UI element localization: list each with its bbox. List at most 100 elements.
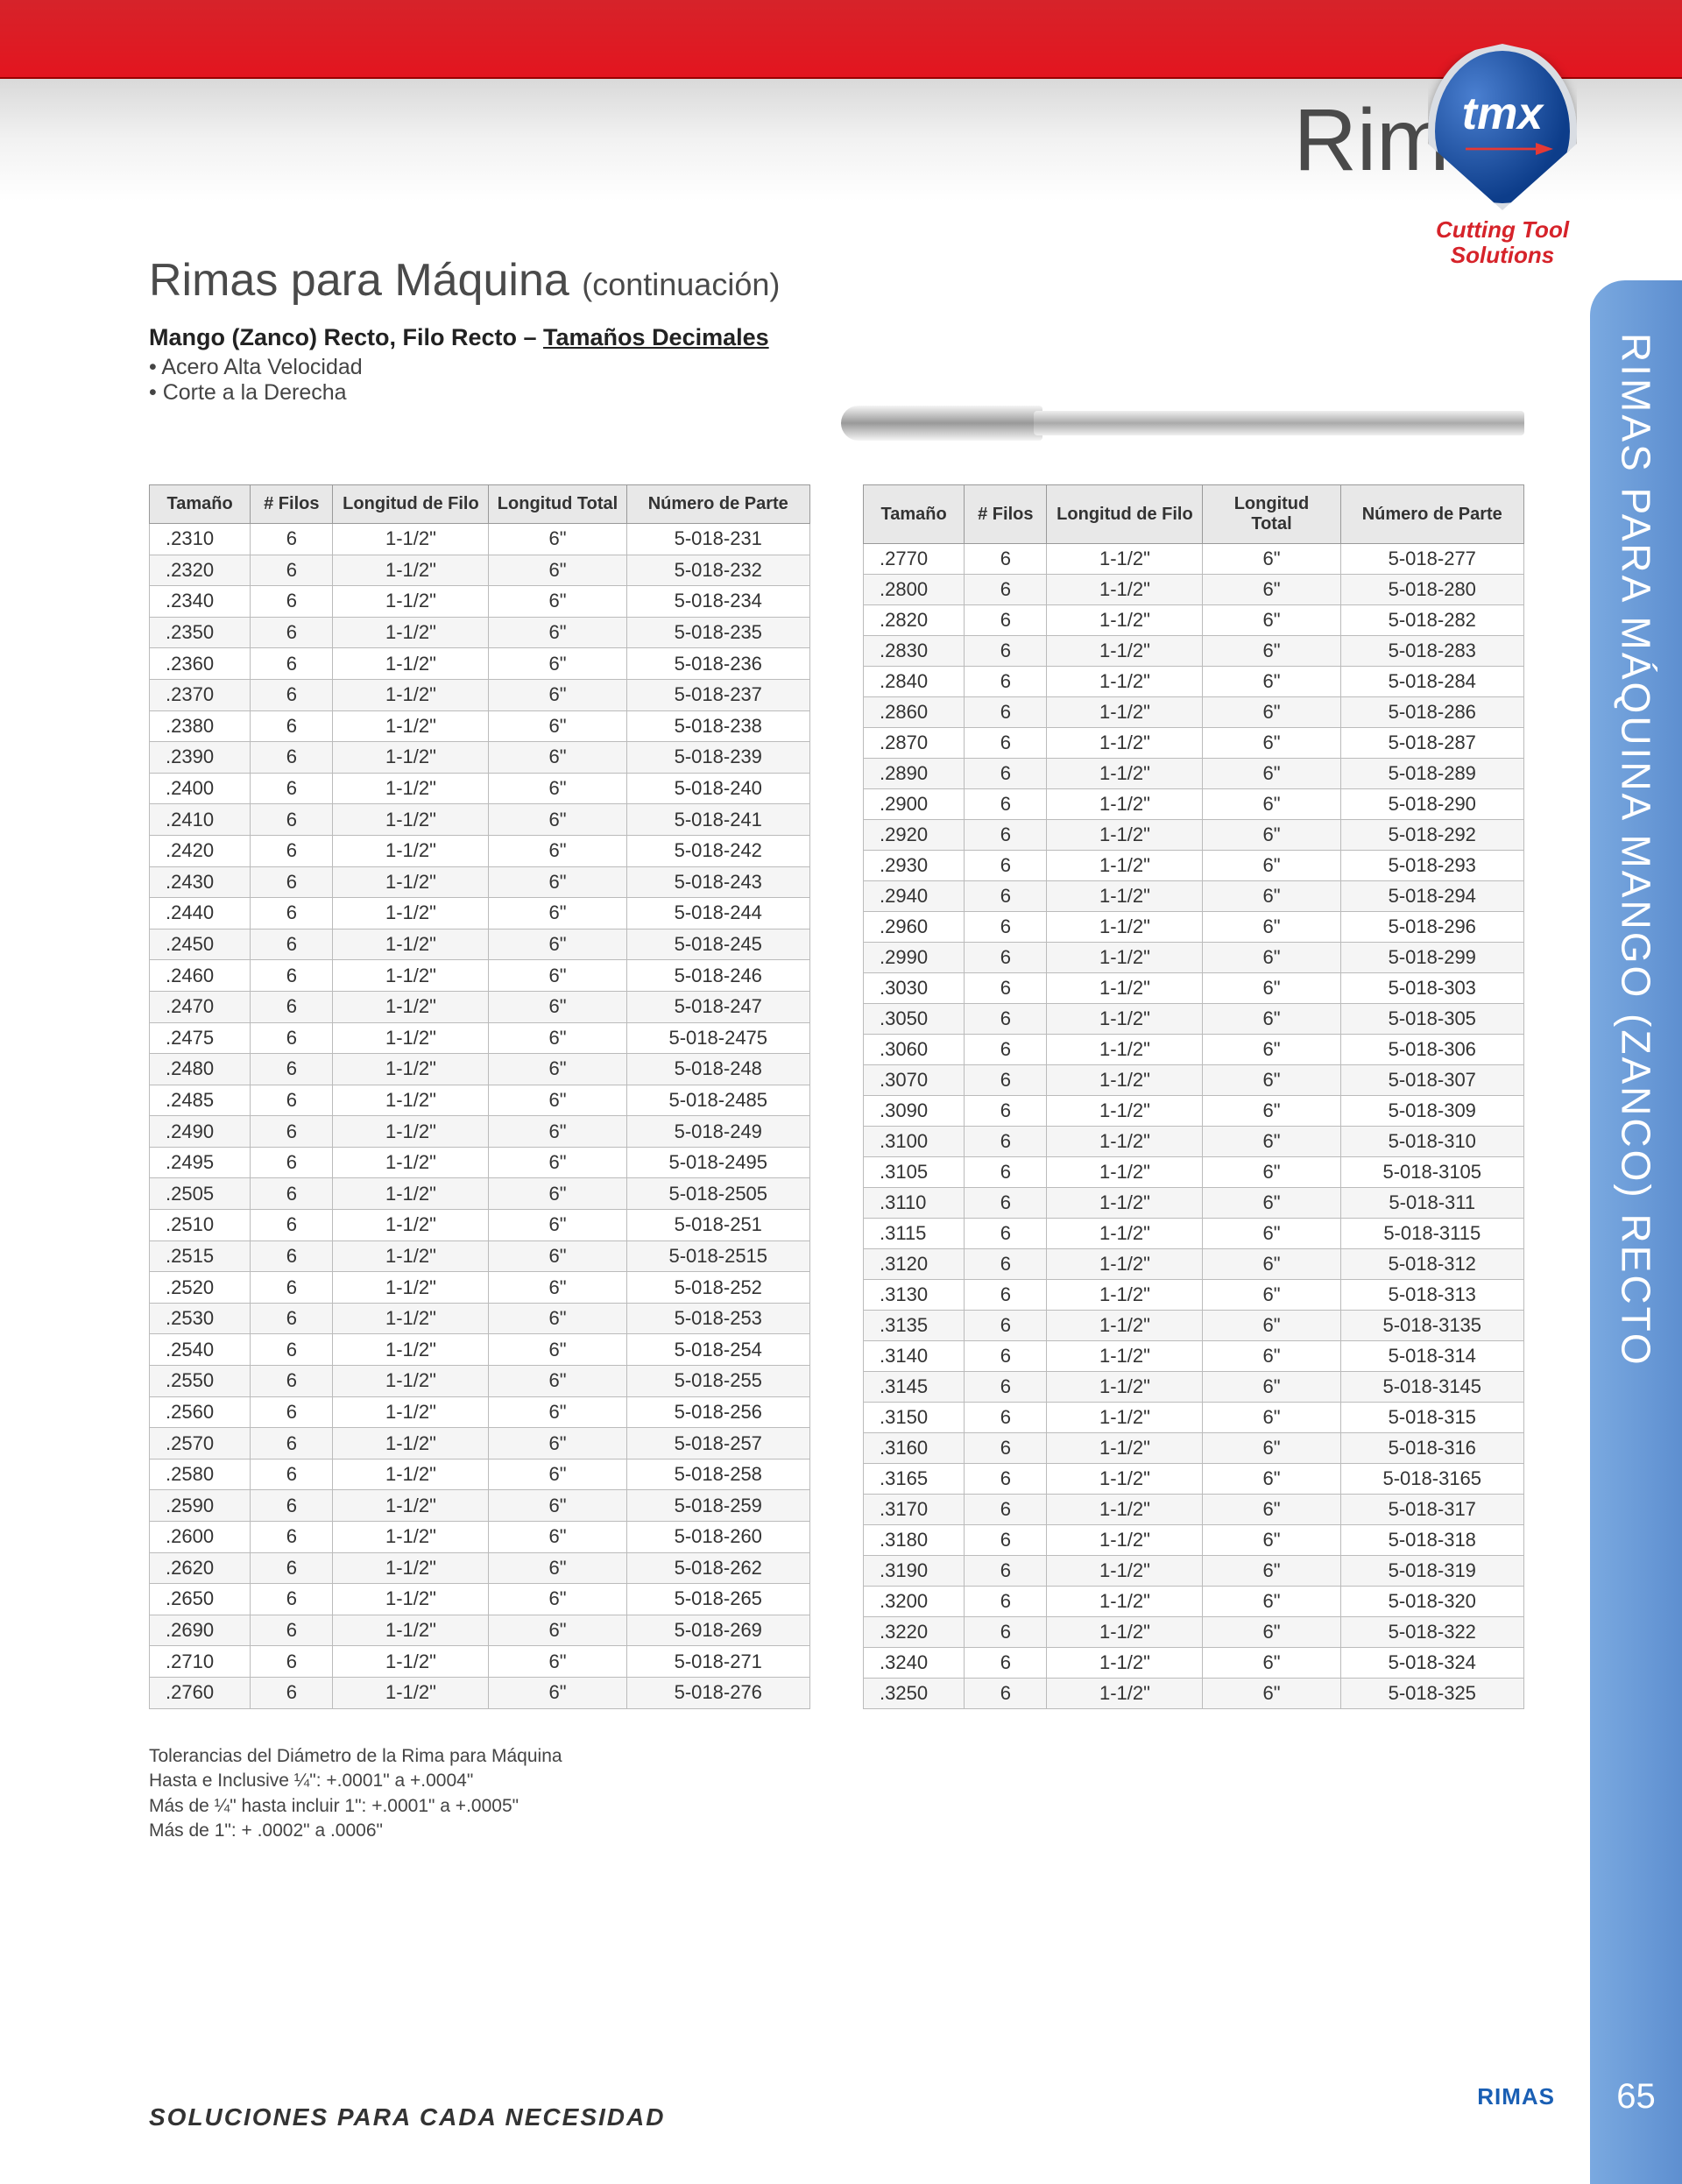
table-cell: 6" [489,1334,626,1366]
table-cell: 6" [489,1428,626,1460]
table-cell: 6 [251,1178,333,1210]
table-cell: 6 [251,648,333,680]
side-tab-label: RIMAS PARA MÁQUINA MANGO (ZANCO) RECTO [1613,333,1660,1368]
table-cell: .3220 [864,1617,965,1648]
table-cell: 6" [489,524,626,555]
table-cell: 1-1/2" [1047,1648,1203,1679]
table-row: .313561-1/2"6"5-018-3135 [864,1311,1524,1341]
table-cell: 5-018-239 [626,742,809,774]
table-cell: 1-1/2" [333,1552,489,1584]
table-cell: 6" [489,960,626,992]
table-row: .276061-1/2"6"5-018-276 [150,1677,810,1708]
table-row: .244061-1/2"6"5-018-244 [150,898,810,929]
table-row: .250561-1/2"6"5-018-2505 [150,1178,810,1210]
table-cell: .2420 [150,835,251,866]
table-cell: 5-018-318 [1340,1525,1523,1556]
table-cell: 1-1/2" [1047,1556,1203,1587]
table-cell: 6" [1203,943,1340,973]
table-cell: .3115 [864,1219,965,1249]
table-cell: 6" [489,648,626,680]
table-cell: 1-1/2" [1047,943,1203,973]
table-cell: 1-1/2" [333,1054,489,1085]
table-cell: 6" [489,804,626,836]
table-row: .322061-1/2"6"5-018-322 [864,1617,1524,1648]
table-cell: 6" [489,1396,626,1428]
table-cell: 6" [489,898,626,929]
table-row: .290061-1/2"6"5-018-290 [864,789,1524,820]
table-cell: 6" [489,679,626,710]
page-title: Rimas para Máquina (continuación) [149,254,1533,307]
table-cell: 5-018-282 [1340,605,1523,636]
table-cell: 6 [965,575,1047,605]
table-cell: 1-1/2" [333,1584,489,1615]
table-row: .317061-1/2"6"5-018-317 [864,1495,1524,1525]
table-row: .324061-1/2"6"5-018-324 [864,1648,1524,1679]
table-cell: 6" [1203,759,1340,789]
table-cell: 1-1/2" [1047,1617,1203,1648]
table-cell: .3240 [864,1648,965,1679]
table-cell: 5-018-251 [626,1210,809,1241]
table-cell: 1-1/2" [1047,820,1203,851]
table-cell: .3200 [864,1587,965,1617]
table-row: .235061-1/2"6"5-018-235 [150,617,810,648]
col-long-filo: Longitud de Filo [333,485,489,524]
table-cell: 1-1/2" [333,929,489,960]
reamer-tool-image [841,399,1524,447]
table-cell: 1-1/2" [1047,1096,1203,1127]
table-cell: 6 [251,835,333,866]
table-cell: 6" [1203,1219,1340,1249]
table-cell: 6 [965,1433,1047,1464]
table-cell: .2830 [864,636,965,667]
table-cell: 6 [965,943,1047,973]
table-cell: .2460 [150,960,251,992]
table-cell: 6" [1203,1341,1340,1372]
table-cell: 6 [965,973,1047,1004]
table-row: .249561-1/2"6"5-018-2495 [150,1147,810,1178]
product-subtitle: Mango (Zanco) Recto, Filo Recto – Tamaño… [149,324,1533,351]
table-cell: .3130 [864,1280,965,1311]
table-row: .234061-1/2"6"5-018-234 [150,586,810,618]
table-cell: 6 [251,1210,333,1241]
col-filos: # Filos [965,485,1047,544]
table-cell: 1-1/2" [1047,667,1203,697]
table-cell: 6" [489,1615,626,1646]
table-cell: 6 [965,789,1047,820]
table-cell: .2710 [150,1646,251,1678]
table-row: .239061-1/2"6"5-018-239 [150,742,810,774]
table-cell: 5-018-235 [626,617,809,648]
table-cell: 5-018-231 [626,524,809,555]
table-row: .248061-1/2"6"5-018-248 [150,1054,810,1085]
table-cell: 1-1/2" [1047,1433,1203,1464]
table-row: .294061-1/2"6"5-018-294 [864,881,1524,912]
table-row: .251061-1/2"6"5-018-251 [150,1210,810,1241]
table-cell: .3030 [864,973,965,1004]
table-row: .305061-1/2"6"5-018-305 [864,1004,1524,1035]
tol-line-3: Más de ¼" hasta incluir 1": +.0001" a +.… [149,1794,1533,1819]
table-cell: 1-1/2" [333,804,489,836]
table-cell: 5-018-269 [626,1615,809,1646]
table-cell: 1-1/2" [1047,1464,1203,1495]
table-cell: 6" [489,1210,626,1241]
table-cell: 6 [965,881,1047,912]
table-cell: 5-018-2515 [626,1240,809,1272]
table-cell: .2580 [150,1459,251,1490]
table-cell: 6" [1203,544,1340,575]
table-cell: 1-1/2" [1047,1372,1203,1403]
table-cell: .2380 [150,710,251,742]
table-cell: 5-018-259 [626,1490,809,1522]
table-cell: 6" [1203,1403,1340,1433]
table-cell: 6" [1203,667,1340,697]
footer-category: RIMAS [1477,2083,1555,2110]
table-cell: 1-1/2" [333,1366,489,1397]
table-cell: .2310 [150,524,251,555]
table-cell: 6" [1203,1464,1340,1495]
table-cell: 6" [1203,912,1340,943]
table-cell: .2600 [150,1522,251,1553]
table-row: .245061-1/2"6"5-018-245 [150,929,810,960]
catalog-page: Rimas tmx Cutting Tool Solutions RIMAS P… [0,0,1682,2184]
table-cell: 5-018-238 [626,710,809,742]
table-cell: .3105 [864,1157,965,1188]
table-cell: 6" [1203,1648,1340,1679]
table-cell: .2510 [150,1210,251,1241]
table-cell: 1-1/2" [1047,1004,1203,1035]
